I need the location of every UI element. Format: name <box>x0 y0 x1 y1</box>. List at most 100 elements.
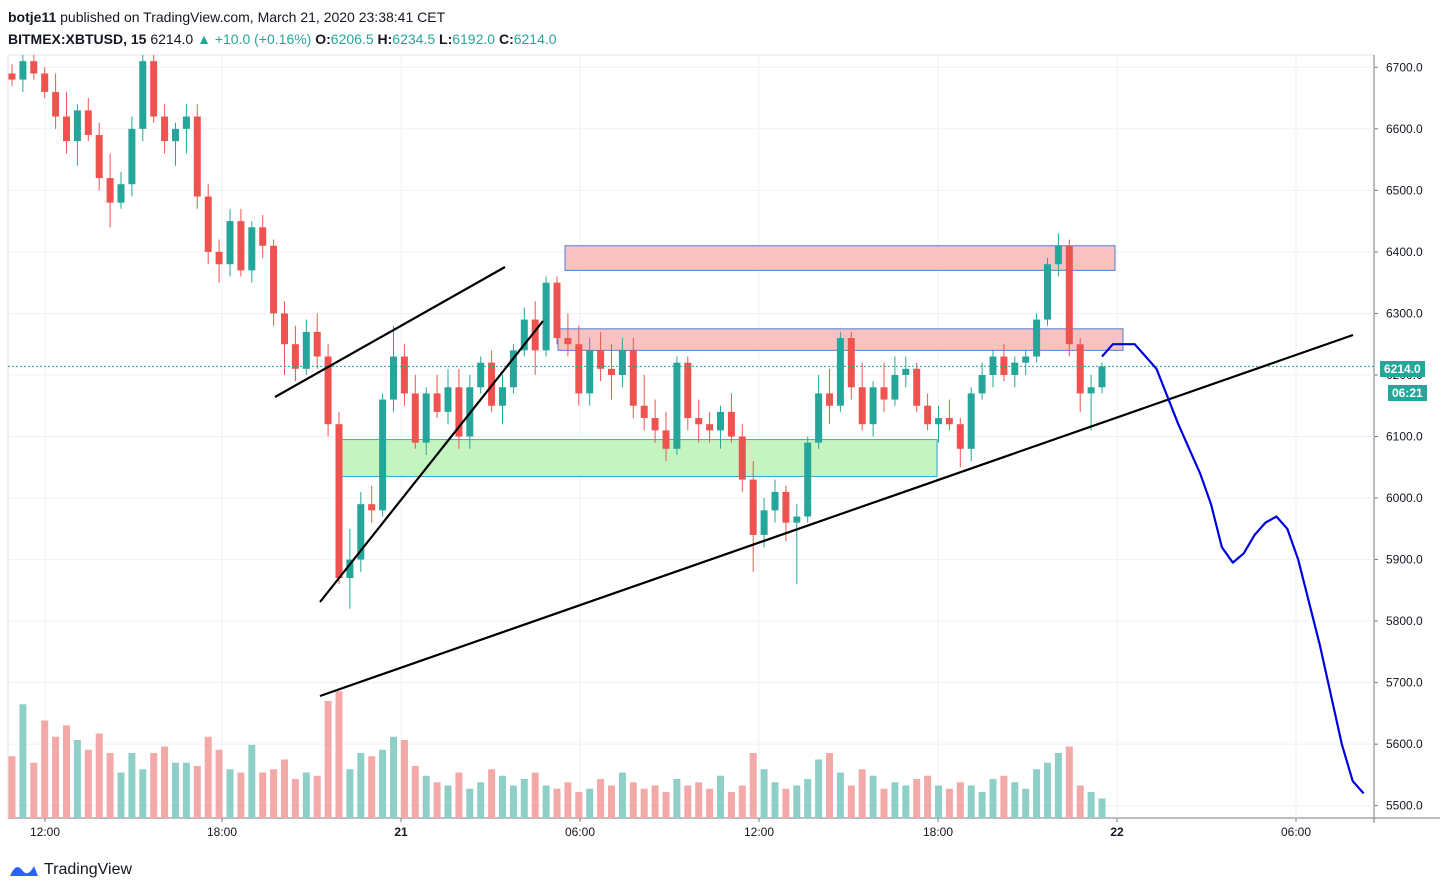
candle-body <box>400 356 408 394</box>
candle-body <box>651 418 659 431</box>
candle-body <box>1000 356 1008 375</box>
x-tick-label: 18:00 <box>923 825 953 839</box>
zone-support <box>341 439 938 477</box>
x-tick-label: 06:00 <box>1281 825 1311 839</box>
candle-body <box>19 61 27 80</box>
candle-body <box>139 61 147 129</box>
candle-body <box>390 356 397 400</box>
volume-bar <box>891 782 899 818</box>
volume-bar <box>880 788 888 818</box>
candle-body <box>182 116 190 129</box>
candle-body <box>826 393 833 406</box>
volume-bar <box>695 782 703 818</box>
volume-bar <box>1087 792 1095 818</box>
volume-bar <box>433 782 441 818</box>
volume-bar <box>945 788 953 818</box>
y-tick-label: 6400.0 <box>1386 245 1423 259</box>
candle-body <box>1087 387 1095 394</box>
y-tick-label: 6300.0 <box>1386 306 1423 320</box>
volume-bar <box>902 785 910 818</box>
candle-body <box>880 387 888 400</box>
volume-bar <box>1033 769 1041 818</box>
candle-body <box>662 430 670 449</box>
y-tick-label: 6100.0 <box>1386 430 1423 444</box>
candle-body <box>738 436 746 480</box>
volume-bar <box>248 744 256 818</box>
candle-body <box>422 393 430 443</box>
symbol-label: BITMEX:XBTUSD, 15 <box>8 31 147 47</box>
candle-body <box>1044 264 1051 320</box>
candle-body <box>1076 344 1084 394</box>
candle-body <box>597 350 605 369</box>
open-label: O: <box>315 31 331 47</box>
volume-bar <box>488 769 496 818</box>
volume-bar <box>150 753 158 818</box>
volume-bar <box>193 766 201 818</box>
candle-body <box>717 411 724 431</box>
published-text: published on TradingView.com, March 21, … <box>60 9 446 25</box>
candle-body <box>935 418 942 425</box>
candle-body <box>30 61 38 74</box>
volume-bar <box>30 762 38 818</box>
volume-bar <box>1022 788 1030 818</box>
candle-body <box>63 116 70 142</box>
y-tick-label: 6000.0 <box>1386 491 1423 505</box>
volume-bar <box>302 772 310 818</box>
candle-body <box>727 411 735 437</box>
volume-bar <box>313 775 321 818</box>
candle-body <box>455 387 463 437</box>
candle-body <box>172 128 179 142</box>
y-tick-label: 6700.0 <box>1386 60 1423 74</box>
volume-bar <box>291 779 299 818</box>
candle-body <box>313 331 321 357</box>
trendline-ascending-support <box>319 333 1354 698</box>
volume-bar <box>455 772 463 818</box>
candle-body <box>618 350 626 375</box>
candle-body <box>673 362 681 449</box>
candle-body <box>749 479 757 535</box>
volume-bar <box>542 785 550 818</box>
volume-bar <box>815 759 823 818</box>
candle-body <box>553 282 561 339</box>
volume-bar <box>499 775 506 818</box>
volume-bar <box>826 753 833 818</box>
volume-bar <box>466 788 474 818</box>
candle-body <box>804 442 812 517</box>
candle-body <box>433 393 441 412</box>
candle-body <box>945 418 953 425</box>
volume-bar <box>989 779 997 818</box>
volume-bar <box>281 759 288 818</box>
brand-name[interactable]: TradingView <box>44 861 133 878</box>
volume-bar <box>52 736 60 818</box>
candle-body <box>302 331 310 369</box>
candle-body <box>1022 356 1030 363</box>
volume-bar <box>804 779 812 818</box>
volume-bar <box>956 782 964 818</box>
candle-body <box>84 110 92 135</box>
volume-bar <box>259 772 267 818</box>
volume-bar <box>63 725 70 818</box>
volume-bar <box>924 775 932 818</box>
volume-bar <box>771 782 779 818</box>
candle-body <box>226 221 234 265</box>
candle-body <box>684 362 692 419</box>
chart-header: botje11 published on TradingView.com, Ma… <box>8 6 557 50</box>
volume-bar <box>139 769 147 818</box>
volume-bar <box>215 749 223 818</box>
y-tick-label: 5800.0 <box>1386 614 1423 628</box>
volume-bar <box>564 782 572 818</box>
candle-body <box>248 227 256 271</box>
volume-bar <box>1044 762 1051 818</box>
volume-bar <box>422 775 430 818</box>
publisher-name[interactable]: botje11 <box>8 9 57 25</box>
volume-bar <box>531 772 539 818</box>
volume-bar <box>1054 753 1062 818</box>
volume-bar <box>182 762 190 818</box>
x-tick-label: 18:00 <box>207 825 237 839</box>
volume-bar <box>858 769 866 818</box>
candle-body <box>161 116 169 142</box>
volume-bar <box>749 753 757 818</box>
candle-body <box>978 374 986 394</box>
close-value: 6214.0 <box>513 31 557 47</box>
